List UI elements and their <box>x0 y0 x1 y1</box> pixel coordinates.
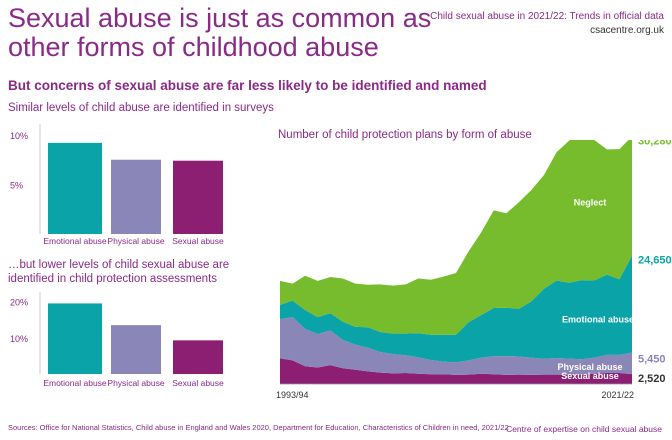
report-reference: Child sexual abuse in 2021/22: Trends in… <box>430 10 664 38</box>
assessments-ytick-label-1: 10% <box>10 334 28 344</box>
area-series-label-sexual: Sexual abuse <box>561 371 619 381</box>
site-url: csacentre.org.uk <box>590 25 664 36</box>
sources-note: Sources: Office for National Statistics,… <box>8 423 509 432</box>
area-x-end-label: 2021/22 <box>601 390 634 400</box>
subtitle: But concerns of sexual abuse are far les… <box>8 78 487 93</box>
surveys-bar-1 <box>111 159 161 234</box>
area-series-label-emotional: Emotional abuse <box>562 315 634 325</box>
surveys-bar-chart: 10% 5% Emotional abuse Physical abuse Sexual… <box>10 124 224 246</box>
assessments-bar-0 <box>48 303 102 374</box>
area-x-start-label: 1993/94 <box>276 390 309 400</box>
surveys-category-label-2: Sexual abuse <box>172 236 224 246</box>
main-title-line-1: Sexual abuse is just as common as <box>8 3 432 33</box>
assessments-bar-chart: 20% 10% Emotional abuse Physical abuse Sexua… <box>10 292 224 388</box>
assessments-label: …but lower levels of child sexual abuse … <box>8 258 229 286</box>
surveys-category-label-0: Emotional abuse <box>43 236 107 246</box>
assessments-bar-1 <box>111 325 161 374</box>
area-series-label-physical: Physical abuse <box>557 362 622 372</box>
area-series-neglect <box>280 140 632 335</box>
area-series-sexual <box>280 358 632 384</box>
credit-note: Centre of expertise on child sexual abus… <box>506 424 662 434</box>
surveys-category-label-1: Physical abuse <box>107 236 164 246</box>
surveys-label: Similar levels of child abuse are identi… <box>8 102 274 114</box>
assessments-category-label-0: Emotional abuse <box>43 378 107 388</box>
area-end-label-emotional: 24,650 <box>638 255 672 267</box>
assessments-bar-2 <box>173 340 223 374</box>
area-end-label-physical: 5,450 <box>638 354 666 366</box>
assessments-category-label-1: Physical abuse <box>107 378 164 388</box>
area-series-physical <box>280 317 632 375</box>
assessments-label-line-1: …but lower levels of child sexual abuse … <box>8 259 230 271</box>
area-series-emotional <box>280 255 632 363</box>
assessments-category-label-2: Sexual abuse <box>172 378 224 388</box>
main-title-line-2: other forms of childhood abuse <box>8 32 379 62</box>
area-end-label-neglect: 30,280 <box>638 140 672 147</box>
area-series-label-neglect: Neglect <box>574 198 607 208</box>
area-end-label-sexual: 2,520 <box>638 373 666 385</box>
assessments-label-line-2: identified in child protection assessmen… <box>8 273 218 285</box>
surveys-ytick-label-0: 10% <box>10 131 28 141</box>
surveys-bar-0 <box>48 142 102 234</box>
area-chart-title: Number of child protection plans by form… <box>278 129 532 141</box>
surveys-bar-2 <box>173 160 223 234</box>
assessments-ytick-label-0: 20% <box>10 298 28 308</box>
surveys-ytick-label-1: 5% <box>10 180 23 190</box>
report-title: Child sexual abuse in 2021/22: Trends in… <box>430 11 664 22</box>
main-title: Sexual abuse is just as common as other … <box>8 4 478 62</box>
